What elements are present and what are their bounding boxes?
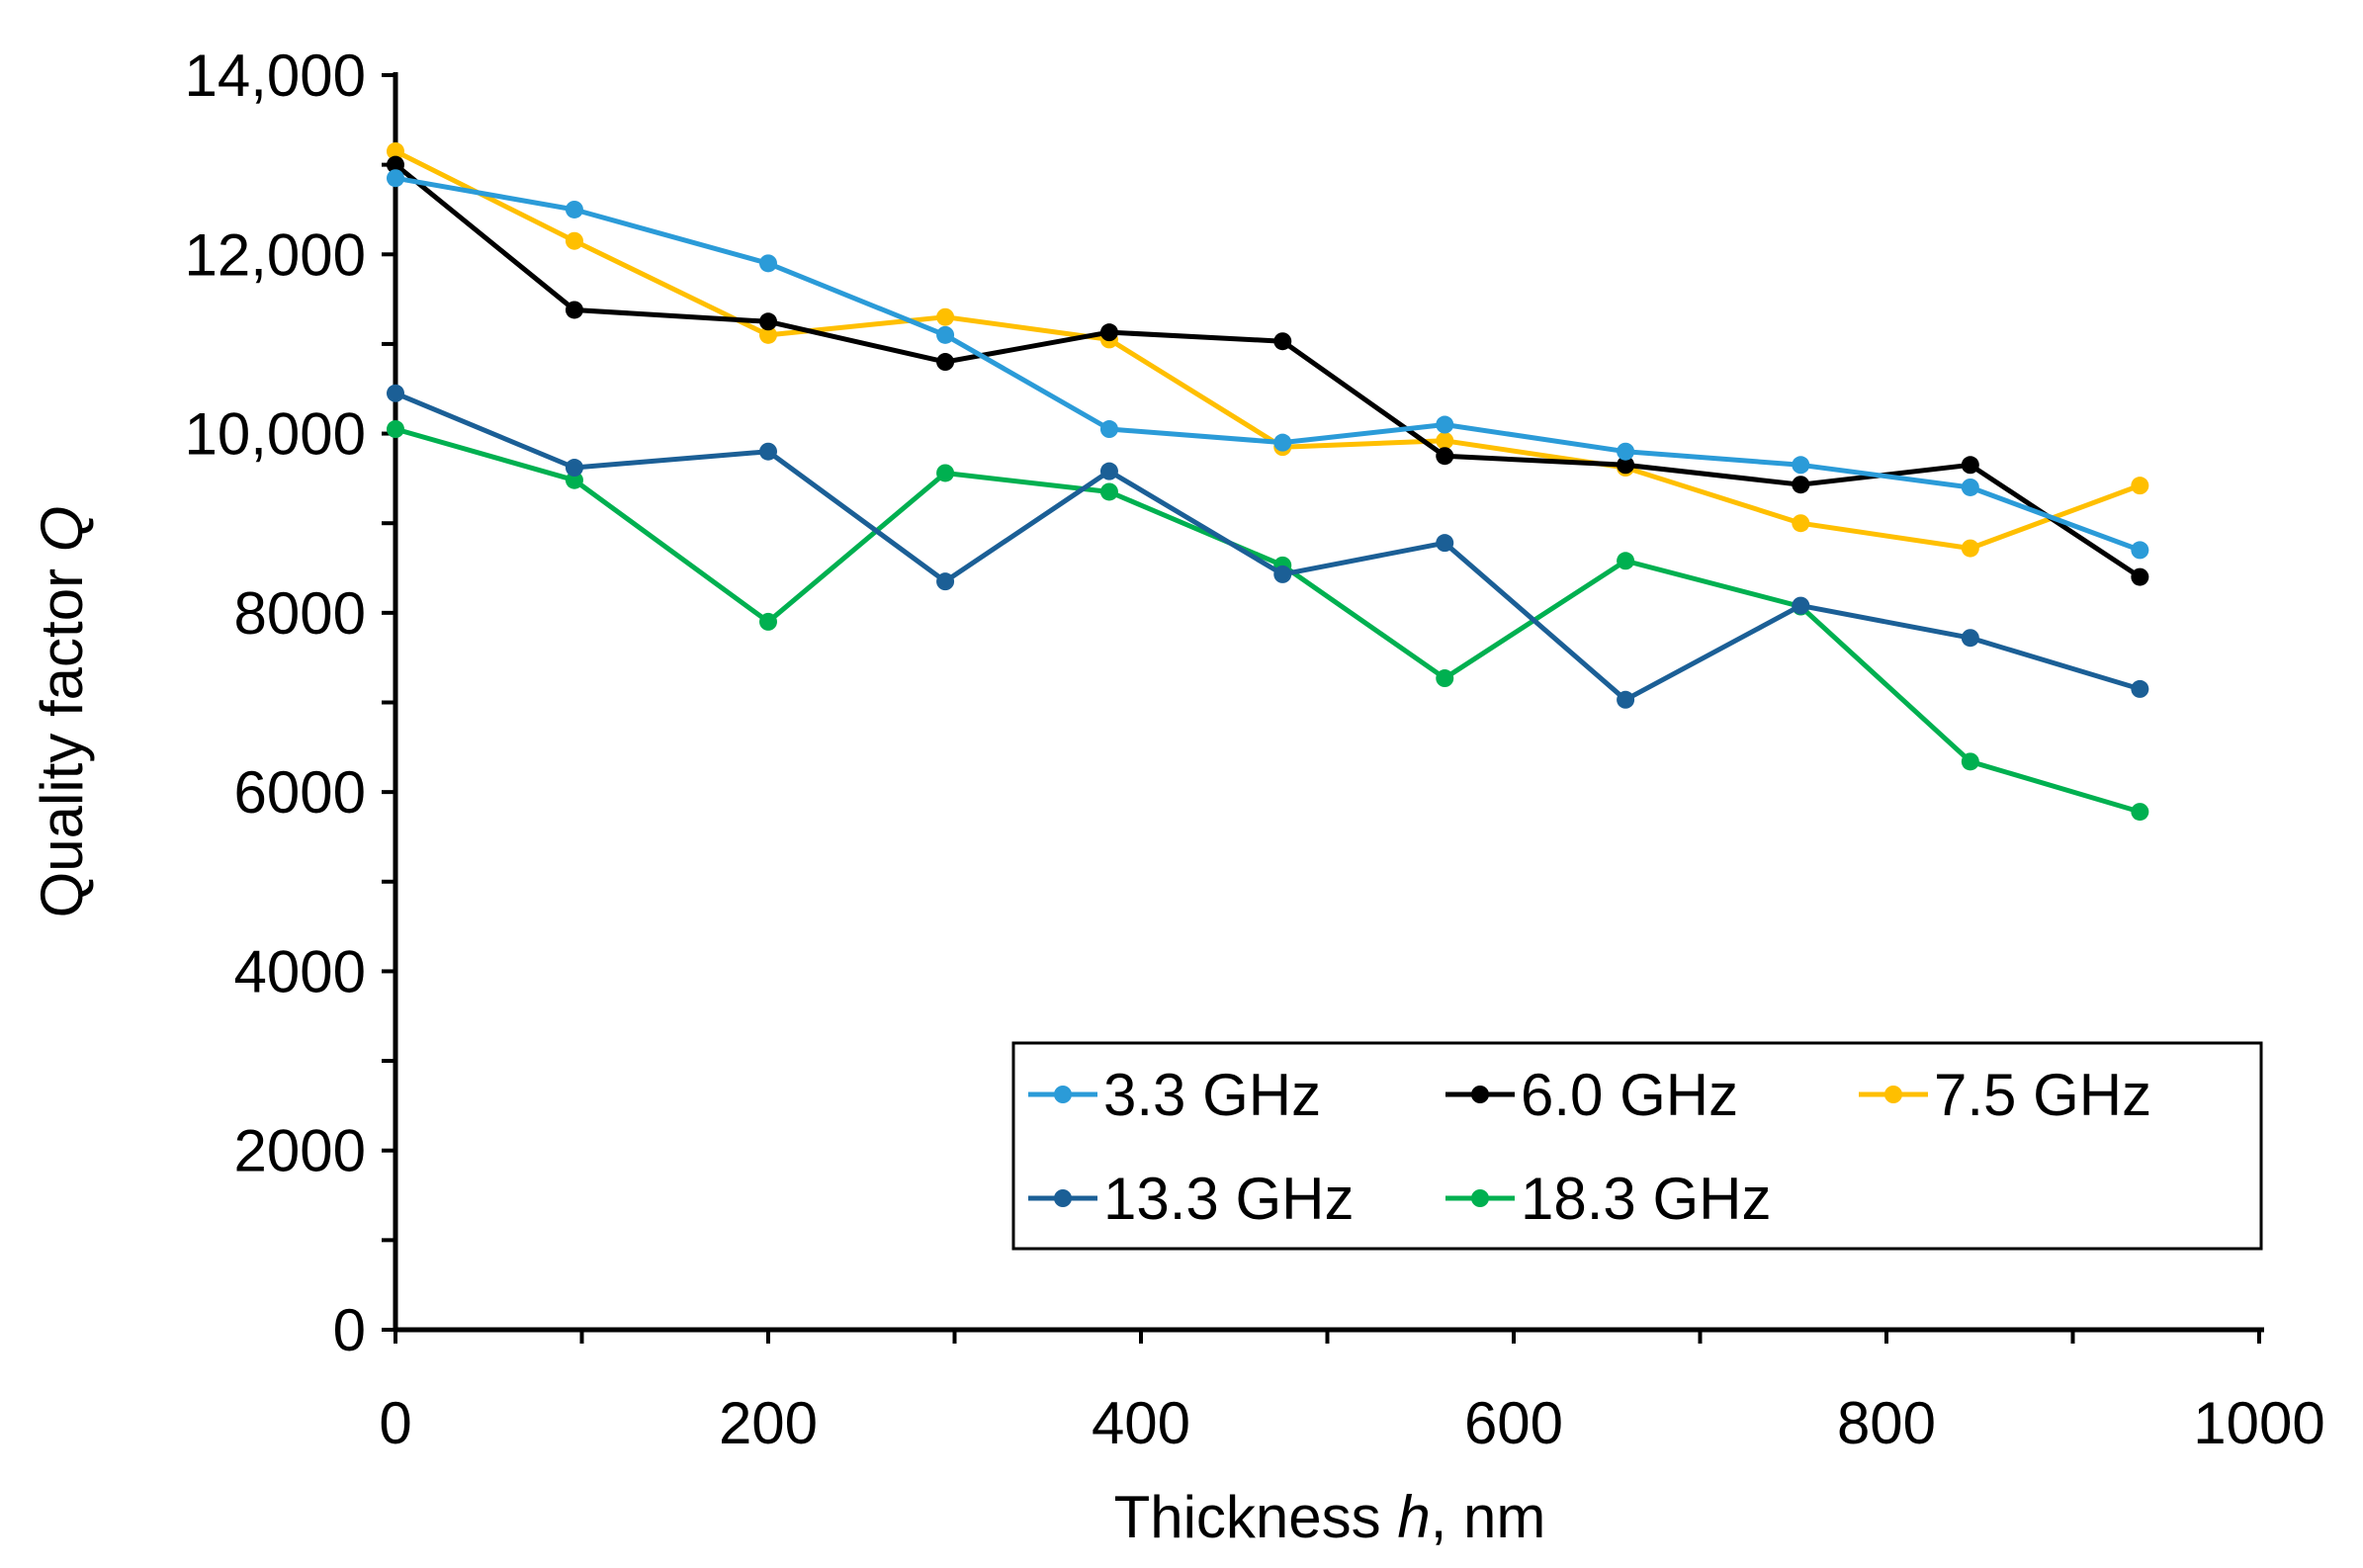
x-tick-label: 600 — [1464, 1390, 1563, 1456]
series-7-5-ghz — [387, 142, 2149, 558]
series-6-0-ghz — [387, 155, 2149, 586]
legend-box — [1011, 1041, 2263, 1251]
legend-swatch-marker — [1471, 1086, 1489, 1103]
x-tick-label: 200 — [719, 1390, 818, 1456]
legend-swatch-marker — [1054, 1189, 1072, 1207]
data-point — [1617, 456, 1635, 475]
data-point — [565, 200, 583, 218]
x-tick-label: 400 — [1092, 1390, 1190, 1456]
data-point — [565, 301, 583, 319]
data-point — [565, 231, 583, 250]
data-point — [387, 155, 404, 174]
data-point — [565, 459, 583, 478]
data-point — [1792, 596, 1810, 615]
data-point — [936, 464, 955, 482]
data-point — [1436, 669, 1454, 688]
legend-entry: 13.3 GHz — [1028, 1166, 1354, 1232]
series-layer — [387, 142, 2149, 822]
data-point — [2131, 567, 2149, 586]
data-point — [759, 442, 777, 461]
data-point — [1617, 552, 1635, 570]
y-tick-label: 0 — [333, 1297, 366, 1363]
legend-label: 13.3 GHz — [1103, 1166, 1354, 1232]
x-axis-title-variable: h — [1397, 1484, 1430, 1550]
data-point — [1099, 420, 1118, 439]
series-3-3-ghz — [387, 169, 2149, 560]
data-point — [2131, 679, 2149, 698]
x-ticks: 0 200 400 600 800 1000 — [379, 1330, 2325, 1456]
data-point — [759, 612, 777, 631]
data-point — [1961, 539, 1979, 558]
data-point — [1099, 323, 1118, 342]
data-point — [1436, 431, 1454, 450]
series-13-3-ghz — [387, 384, 2149, 709]
data-point — [759, 254, 777, 273]
data-point — [1273, 565, 1292, 583]
data-point — [387, 169, 404, 188]
data-point — [2131, 477, 2149, 495]
y-axis-title-main: Quality factor — [29, 552, 95, 917]
legend-label: 3.3 GHz — [1103, 1062, 1321, 1128]
y-tick-label: 4000 — [234, 938, 366, 1004]
legend-swatch-marker — [1884, 1086, 1902, 1103]
data-point — [1099, 482, 1118, 501]
data-point — [1792, 456, 1810, 475]
data-point — [387, 420, 404, 439]
y-axis-title: Quality factor Q — [29, 506, 95, 918]
x-axis-title-unit: , nm — [1431, 1484, 1546, 1550]
legend-swatch-marker — [1471, 1189, 1489, 1207]
data-point — [2131, 541, 2149, 560]
y-ticks: 0 2000 4000 6000 8000 10,000 12,000 14,000 — [184, 43, 395, 1363]
series-line — [394, 162, 2142, 579]
y-axis-title-variable: Q — [29, 506, 95, 553]
data-point — [936, 572, 955, 591]
legend-label: 7.5 GHz — [1934, 1062, 2151, 1128]
data-point — [1961, 478, 1979, 496]
legend-entry: 3.3 GHz — [1028, 1062, 1321, 1128]
y-tick-label: 8000 — [234, 580, 366, 647]
data-point — [1792, 514, 1810, 533]
data-point — [387, 142, 404, 161]
y-tick-label: 10,000 — [184, 401, 366, 468]
data-point — [1273, 433, 1292, 452]
data-point — [387, 384, 404, 402]
x-tick-label: 800 — [1837, 1390, 1936, 1456]
data-point — [1436, 447, 1454, 466]
data-point — [759, 325, 777, 344]
series-line — [394, 175, 2142, 553]
y-tick-label: 6000 — [234, 759, 366, 826]
data-point — [1099, 462, 1118, 480]
y-tick-label: 14,000 — [184, 43, 366, 109]
legend: 3.3 GHz 6.0 GHz 7.5 GHz 13.3 GHz 18.3 GHz — [1011, 1041, 2263, 1251]
data-point — [2131, 803, 2149, 822]
x-axis-title-main: Thickness — [1114, 1484, 1398, 1550]
x-axis-title: Thickness h, nm — [1114, 1484, 1546, 1550]
data-point — [759, 312, 777, 331]
legend-entry: 18.3 GHz — [1445, 1166, 1771, 1232]
legend-entry: 6.0 GHz — [1445, 1062, 1738, 1128]
data-point — [1961, 752, 1979, 771]
data-point — [1792, 476, 1810, 494]
legend-label: 18.3 GHz — [1521, 1166, 1771, 1232]
legend-swatch-marker — [1054, 1086, 1072, 1103]
legend-entry: 7.5 GHz — [1859, 1062, 2151, 1128]
x-tick-label: 1000 — [2193, 1390, 2324, 1456]
y-tick-label: 12,000 — [184, 221, 366, 288]
data-point — [936, 307, 955, 326]
data-point — [1617, 442, 1635, 461]
data-point — [565, 471, 583, 489]
legend-label: 6.0 GHz — [1521, 1062, 1738, 1128]
data-point — [936, 325, 955, 344]
data-point — [1617, 690, 1635, 709]
data-point — [1273, 332, 1292, 351]
series-line — [394, 148, 2142, 552]
x-tick-label: 0 — [379, 1390, 411, 1456]
y-tick-label: 2000 — [234, 1118, 366, 1184]
data-point — [1961, 629, 1979, 648]
data-point — [1961, 456, 1979, 475]
data-point — [1436, 415, 1454, 434]
data-point — [1436, 534, 1454, 553]
data-point — [936, 353, 955, 372]
